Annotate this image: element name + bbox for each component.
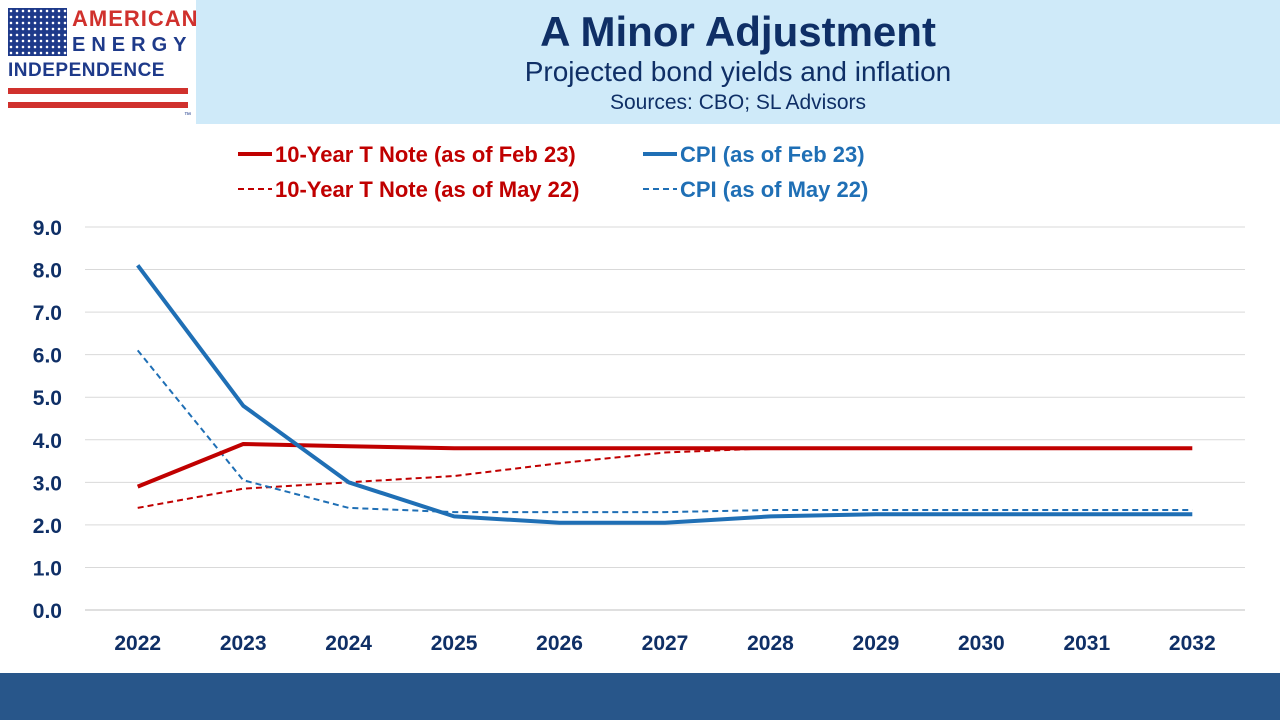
x-tick-label: 2031 bbox=[1063, 632, 1110, 655]
x-tick-label: 2022 bbox=[114, 632, 161, 655]
logo-line-3: INDEPENDENCE bbox=[8, 60, 165, 81]
chart-legend: 10-Year T Note (as of Feb 23) CPI (as of … bbox=[238, 142, 868, 202]
y-tick-label: 0.0 bbox=[33, 600, 62, 623]
page-title: A Minor Adjustment bbox=[540, 8, 936, 55]
y-tick-label: 9.0 bbox=[33, 217, 62, 240]
footer-bar bbox=[0, 673, 1280, 720]
page-subtitle: Projected bond yields and inflation bbox=[524, 56, 952, 87]
x-tick-label: 2030 bbox=[958, 632, 1005, 655]
logo-stripe bbox=[8, 102, 188, 108]
logo-line-1: AMERICAN bbox=[72, 6, 199, 31]
x-tick-label: 2024 bbox=[325, 632, 372, 655]
y-tick-label: 7.0 bbox=[33, 302, 62, 325]
logo-stripe bbox=[8, 88, 188, 94]
y-axis-ticks: 0.0 1.0 2.0 3.0 4.0 5.0 6.0 7.0 8.0 9.0 bbox=[33, 217, 62, 623]
series-line bbox=[136, 442, 1193, 489]
x-tick-label: 2026 bbox=[536, 632, 583, 655]
line-chart: 10-Year T Note (as of Feb 23) CPI (as of … bbox=[33, 142, 1245, 655]
x-tick-label: 2032 bbox=[1169, 632, 1216, 655]
x-tick-label: 2023 bbox=[220, 632, 267, 655]
x-tick-label: 2028 bbox=[747, 632, 794, 655]
y-tick-label: 3.0 bbox=[33, 472, 62, 495]
chart-gridlines bbox=[85, 226, 1245, 611]
legend-label: CPI (as of Feb 23) bbox=[680, 142, 865, 167]
x-tick-label: 2029 bbox=[853, 632, 900, 655]
logo-line-2: ENERGY bbox=[72, 34, 193, 56]
x-tick-label: 2027 bbox=[642, 632, 689, 655]
x-axis-ticks: 2022 2023 2024 2025 2026 2027 2028 2029 2030 2031… bbox=[114, 632, 1215, 655]
legend-label: 10-Year T Note (as of Feb 23) bbox=[275, 142, 576, 167]
y-tick-label: 6.0 bbox=[33, 345, 62, 368]
legend-label: CPI (as of May 22) bbox=[680, 177, 868, 202]
y-tick-label: 1.0 bbox=[33, 557, 62, 580]
series-line bbox=[136, 349, 1193, 514]
y-tick-label: 2.0 bbox=[33, 515, 62, 538]
x-tick-label: 2025 bbox=[431, 632, 478, 655]
logo: AMERICAN ENERGY INDEPENDENCE ™ bbox=[0, 0, 199, 124]
y-tick-label: 8.0 bbox=[33, 260, 62, 283]
flag-icon bbox=[8, 8, 67, 56]
sources-note: Sources: CBO; SL Advisors bbox=[610, 91, 866, 114]
legend-label: 10-Year T Note (as of May 22) bbox=[275, 177, 579, 202]
chart-series bbox=[136, 264, 1193, 525]
series-line bbox=[137, 447, 771, 509]
y-tick-label: 5.0 bbox=[33, 387, 62, 410]
trademark-mark: ™ bbox=[184, 112, 191, 119]
header-banner: A Minor Adjustment Projected bond yields… bbox=[196, 0, 1280, 124]
y-tick-label: 4.0 bbox=[33, 430, 62, 453]
series-line bbox=[136, 264, 1193, 525]
